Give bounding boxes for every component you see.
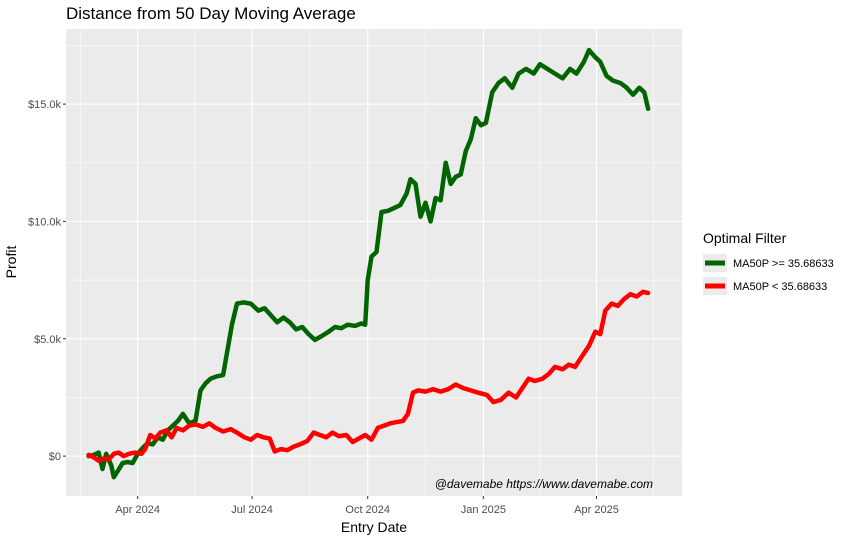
x-tick-label: Jan 2025 <box>461 504 506 516</box>
x-tick-label: Oct 2024 <box>345 504 390 516</box>
y-tick-label: $0 <box>49 451 61 463</box>
legend-label: MA50P >= 35.68633 <box>733 258 834 270</box>
x-axis: Apr 2024 Jul 2024 Oct 2024 Jan 2025 Apr 2025 <box>115 496 619 516</box>
watermark-annotation: @davemabe https://www.davemabe.com <box>435 477 653 491</box>
legend: Optimal Filter MA50P >= 35.68633 MA50P <… <box>703 230 834 295</box>
x-tick-label: Apr 2024 <box>115 504 160 516</box>
x-tick-label: Apr 2025 <box>574 504 619 516</box>
legend-title: Optimal Filter <box>703 230 787 246</box>
series-lines <box>86 47 651 480</box>
y-axis: $0 $5.0k $10.0k $15.0k <box>28 99 66 463</box>
x-tick-label: Jul 2024 <box>231 504 273 516</box>
series-line-ma50p-above <box>86 47 651 480</box>
chart-title: Distance from 50 Day Moving Average <box>66 4 356 23</box>
legend-label: MA50P < 35.68633 <box>733 281 827 293</box>
y-tick-label: $10.0k <box>28 216 62 228</box>
major-gridlines <box>66 29 682 496</box>
y-tick-label: $15.0k <box>28 99 62 111</box>
y-tick-label: $5.0k <box>34 334 61 346</box>
plot-panel <box>66 29 682 496</box>
series-line-ma50p-below <box>86 289 651 464</box>
y-axis-title: Profit <box>3 246 19 279</box>
minor-gridlines <box>66 29 682 496</box>
x-axis-title: Entry Date <box>341 519 407 535</box>
